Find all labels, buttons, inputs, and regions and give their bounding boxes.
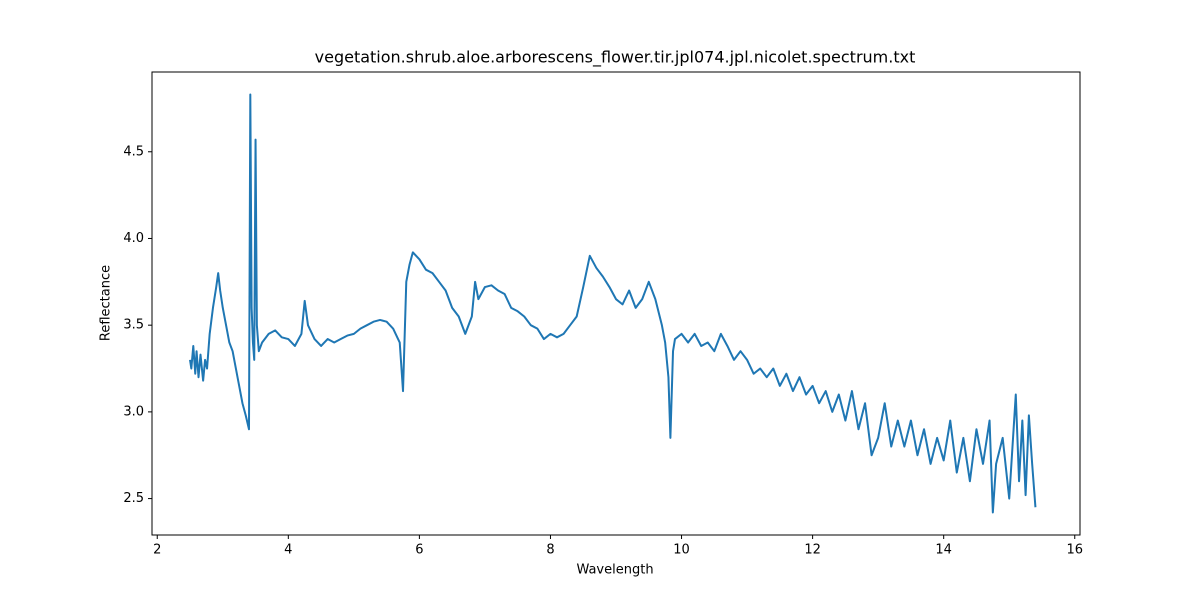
- x-tick-label: 2: [153, 543, 161, 558]
- x-tick-label: 14: [935, 543, 952, 558]
- y-tick-label: 3.5: [123, 318, 144, 333]
- x-tick-label: 10: [673, 543, 690, 558]
- x-tick-label: 8: [546, 543, 554, 558]
- x-tick-label: 4: [284, 543, 292, 558]
- x-tick-label: 6: [415, 543, 423, 558]
- y-tick-label: 3.0: [123, 404, 144, 419]
- spectrum-line: [189, 93, 1037, 514]
- plot-frame: [151, 71, 1081, 536]
- y-tick-label: 4.0: [123, 231, 144, 246]
- y-tick-label: 2.5: [123, 491, 144, 506]
- x-tick-label: 12: [804, 543, 821, 558]
- chart-title: vegetation.shrub.aloe.arborescens_flower…: [315, 48, 916, 68]
- y-axis-label: Reflectance: [99, 265, 114, 341]
- x-tick-label: 16: [1066, 543, 1083, 558]
- y-tick-label: 4.5: [123, 144, 144, 159]
- x-axis-label: Wavelength: [576, 563, 653, 578]
